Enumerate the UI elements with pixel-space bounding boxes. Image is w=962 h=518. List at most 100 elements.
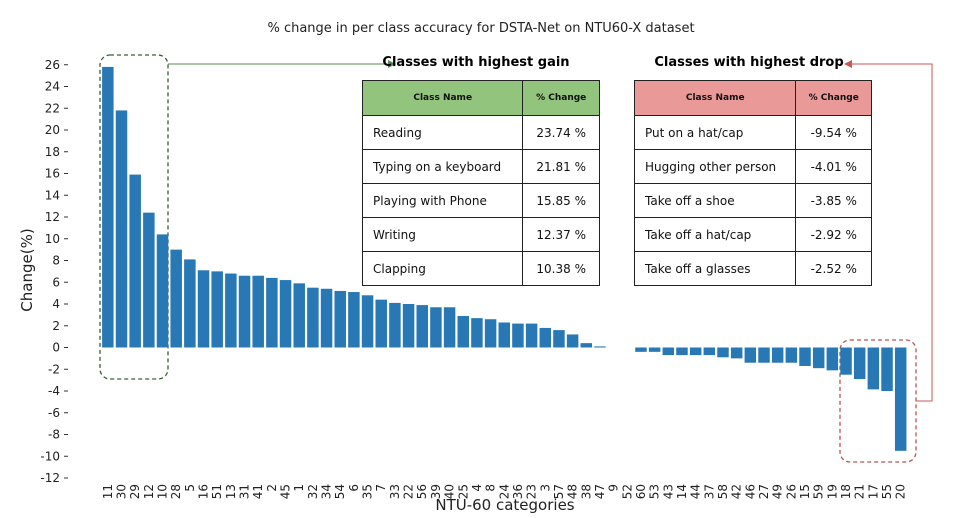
table-cell: -3.85 % xyxy=(795,183,872,218)
x-tick-label: 48 xyxy=(566,484,580,499)
x-tick-label: 24 xyxy=(497,484,511,499)
bar xyxy=(143,212,155,348)
bar xyxy=(252,275,264,348)
bar xyxy=(129,174,141,348)
bar xyxy=(334,290,346,348)
x-tick-label: 5 xyxy=(183,484,197,492)
y-tick-label: 20 xyxy=(45,123,60,137)
x-tick-label: 14 xyxy=(675,484,689,499)
x-tick-label: 53 xyxy=(648,484,662,499)
bar xyxy=(375,299,387,348)
table-row: Typing on a keyboard 21.81 % xyxy=(361,149,600,184)
x-tick-label: 37 xyxy=(702,484,716,499)
x-tick-label: 4 xyxy=(470,484,484,492)
table-cell: Clapping xyxy=(361,251,524,286)
table-cell: Typing on a keyboard xyxy=(361,149,524,184)
bar xyxy=(416,305,428,348)
bar xyxy=(785,347,798,363)
x-tick-label: 34 xyxy=(320,484,334,499)
bar xyxy=(293,283,305,348)
bar xyxy=(471,318,483,348)
bar xyxy=(225,273,237,348)
bar xyxy=(512,323,524,348)
header-row: Class Name% Change xyxy=(633,80,872,116)
bar xyxy=(553,330,565,348)
y-tick-label: -12 xyxy=(40,471,60,485)
table-cell: Reading xyxy=(361,115,524,150)
bar xyxy=(170,249,182,348)
bar xyxy=(156,234,169,348)
header-cell: Class Name xyxy=(633,80,797,116)
table-cell: -2.52 % xyxy=(795,251,872,286)
x-tick-label: 13 xyxy=(224,484,238,499)
y-tick-label: 22 xyxy=(45,101,60,115)
x-tick-label: 25 xyxy=(456,484,470,499)
x-tick-label: 46 xyxy=(743,484,757,499)
x-tick-label: 28 xyxy=(169,484,183,499)
x-axis-label: NTU-60 categories xyxy=(435,496,574,514)
x-tick-label: 18 xyxy=(839,484,853,499)
y-tick-label: 10 xyxy=(45,232,60,246)
x-tick-label: 26 xyxy=(784,484,798,499)
bar xyxy=(211,271,223,348)
table-cell: -4.01 % xyxy=(795,149,872,184)
x-tick-label: 11 xyxy=(101,484,115,499)
bar xyxy=(799,347,811,366)
y-tick-label: -10 xyxy=(40,449,60,463)
x-tick-label: 31 xyxy=(238,484,252,499)
y-tick-label: 24 xyxy=(45,80,60,94)
x-tick-label: 1 xyxy=(292,484,306,492)
x-tick-label: 9 xyxy=(607,484,621,492)
y-tick-label: 4 xyxy=(52,297,60,311)
x-tick-label: 2 xyxy=(265,484,279,492)
bar xyxy=(498,322,511,348)
x-tick-label: 41 xyxy=(251,484,265,499)
x-tick-label: 32 xyxy=(306,484,320,499)
x-tick-label: 21 xyxy=(853,484,867,499)
bar xyxy=(348,292,360,348)
y-tick-label: 12 xyxy=(45,210,60,224)
bar xyxy=(744,347,757,363)
x-tick-label: 22 xyxy=(402,484,416,499)
bar xyxy=(238,275,251,348)
bar xyxy=(361,295,374,348)
bar xyxy=(717,347,729,358)
x-tick-label: 52 xyxy=(620,484,634,499)
table-cell: 10.38 % xyxy=(522,251,600,286)
y-tick-label: 26 xyxy=(45,58,60,72)
x-tick-label: 55 xyxy=(880,484,894,499)
x-tick-label: 7 xyxy=(374,484,388,492)
bar xyxy=(320,288,333,348)
bar xyxy=(853,347,866,380)
bar xyxy=(894,347,907,451)
x-tick-label: 15 xyxy=(798,484,812,499)
bar xyxy=(881,347,893,391)
header-cell: % Change xyxy=(795,80,872,116)
x-tick-label: 59 xyxy=(812,484,826,499)
x-tick-label: 43 xyxy=(661,484,675,499)
bar xyxy=(443,307,456,348)
table-row: Clapping 10.38 % xyxy=(361,251,600,286)
bar xyxy=(771,347,784,363)
bar xyxy=(826,347,839,371)
x-tick-label: 23 xyxy=(525,484,539,499)
bar xyxy=(430,307,442,348)
y-tick-label: 16 xyxy=(45,167,60,181)
bar xyxy=(307,287,319,348)
x-tick-label: 42 xyxy=(730,484,744,499)
y-tick-label: 8 xyxy=(52,254,60,268)
y-axis-label: Change(%) xyxy=(18,228,36,311)
x-tick-label: 56 xyxy=(415,484,429,499)
table-row: Reading 23.74 % xyxy=(361,115,600,150)
bar xyxy=(730,347,743,359)
table-cell: -2.92 % xyxy=(795,217,872,252)
table-row: Playing with Phone 15.85 % xyxy=(361,183,600,218)
x-tick-label: 38 xyxy=(579,484,593,499)
x-tick-label: 45 xyxy=(279,484,293,499)
arrow-head xyxy=(388,60,396,68)
table-cell: Take off a shoe xyxy=(633,183,797,218)
bar xyxy=(539,327,552,348)
bar xyxy=(279,280,292,348)
